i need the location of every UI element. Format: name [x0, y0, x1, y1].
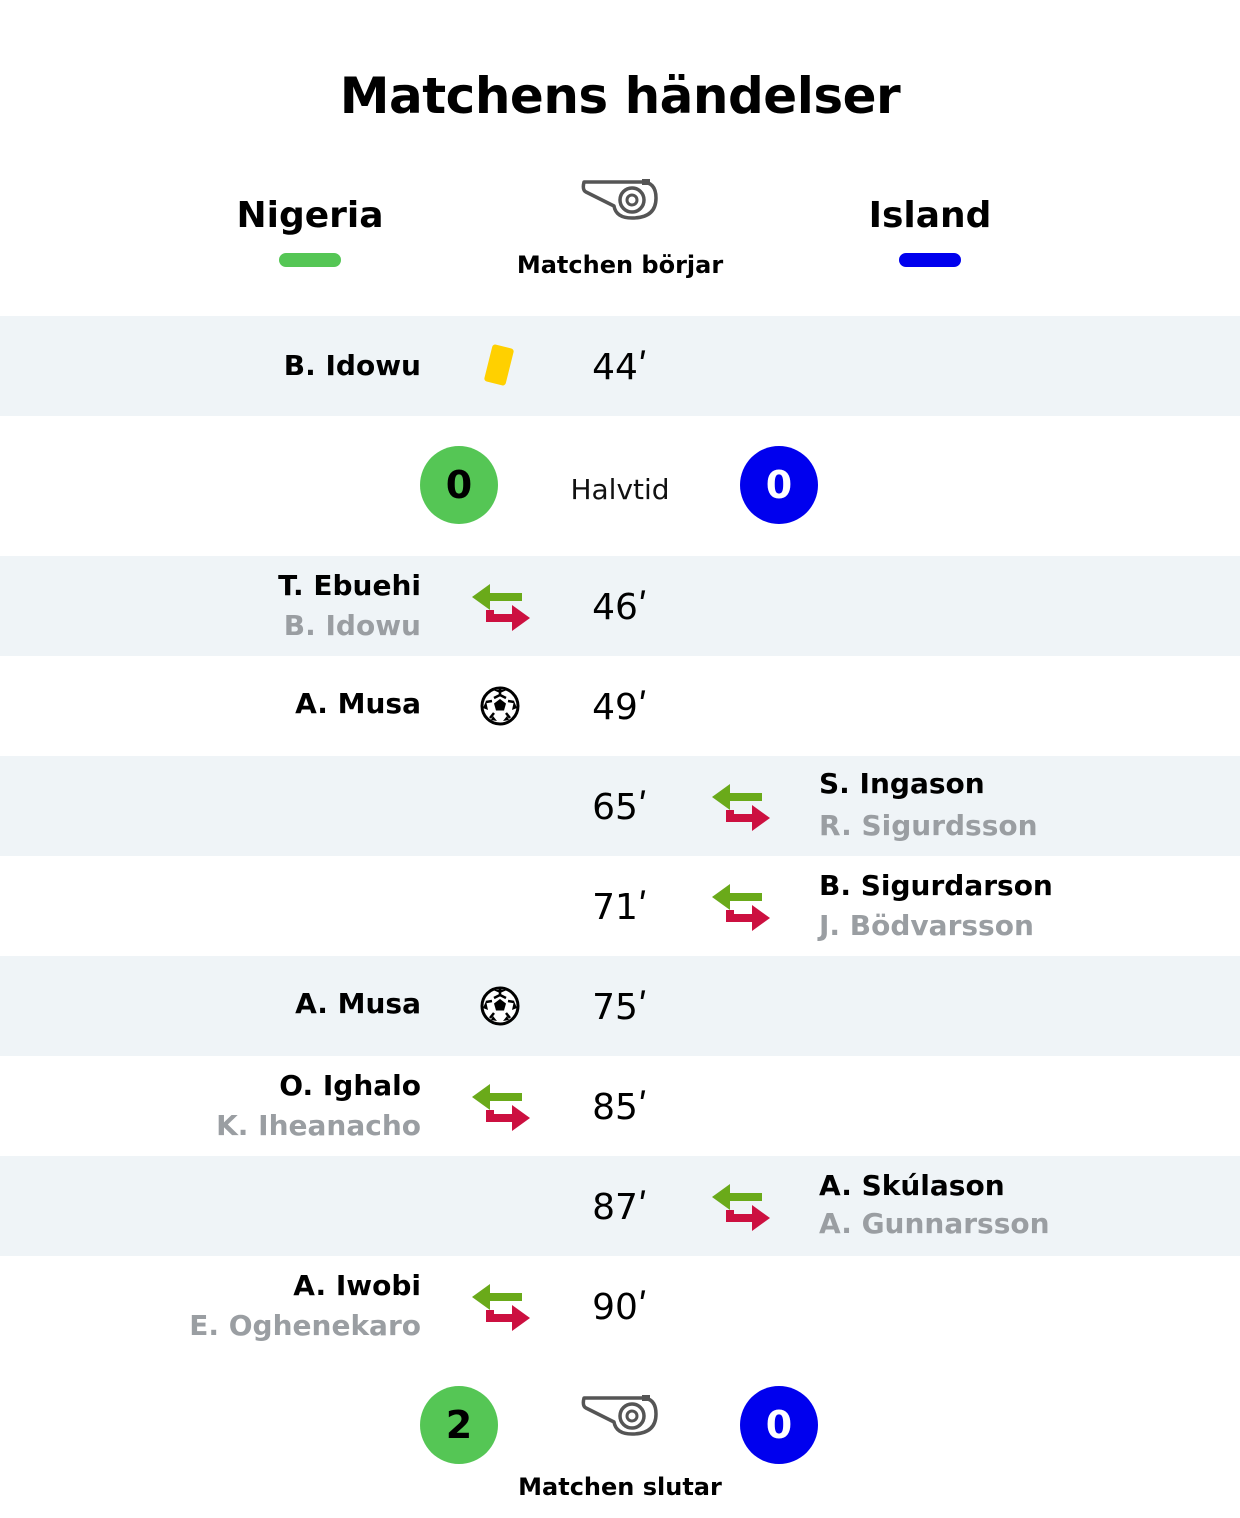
football-icon: [480, 686, 520, 726]
away-halftime-score: 0: [740, 446, 818, 524]
player-in-name: T. Ebuehi: [278, 569, 421, 602]
event-minute: 75ʹ: [592, 987, 648, 1028]
player-out-name: R. Sigurdsson: [819, 809, 1038, 842]
home-team-name: Nigeria: [236, 195, 384, 236]
football-icon: [480, 986, 520, 1026]
event-minute: 46ʹ: [592, 587, 648, 628]
substitution-icon: [470, 1080, 532, 1134]
player-name: A. Musa: [295, 987, 421, 1020]
whistle-icon: [580, 1394, 660, 1438]
player-out-name: K. Iheanacho: [216, 1109, 421, 1142]
event-minute: 65ʹ: [592, 787, 648, 828]
event-row: 65ʹ S. Ingason R. Sigurdsson: [0, 756, 1240, 856]
player-out-name: J. Bödvarsson: [819, 909, 1034, 942]
event-row: 87ʹ A. Skúlason A. Gunnarsson: [0, 1156, 1240, 1256]
event-minute: 49ʹ: [592, 687, 648, 728]
player-out-name: E. Oghenekaro: [189, 1309, 421, 1342]
event-minute: 87ʹ: [592, 1187, 648, 1228]
substitution-icon: [710, 880, 772, 934]
player-out-name: B. Idowu: [283, 609, 421, 642]
player-in-name: S. Ingason: [819, 767, 985, 800]
away-team-name: Island: [868, 195, 992, 236]
event-row: O. Ighalo K. Iheanacho 85ʹ: [0, 1056, 1240, 1156]
player-in-name: A. Iwobi: [293, 1269, 421, 1302]
event-row: B. Idowu 44ʹ: [0, 316, 1240, 416]
yellow-card-icon: [478, 342, 522, 390]
substitution-icon: [710, 1180, 772, 1234]
player-in-name: B. Sigurdarson: [819, 869, 1053, 902]
home-team-color-bar: [279, 253, 341, 267]
substitution-icon: [470, 1280, 532, 1334]
home-halftime-score: 0: [420, 446, 498, 524]
whistle-icon: [580, 178, 660, 222]
event-row: A. Musa 49ʹ: [0, 656, 1240, 756]
substitution-icon: [710, 780, 772, 834]
page-title: Matchens händelser: [339, 67, 901, 125]
player-in-name: O. Ighalo: [279, 1069, 421, 1102]
player-name: A. Musa: [295, 687, 421, 720]
substitution-icon: [470, 580, 532, 634]
event-row: A. Musa 75ʹ: [0, 956, 1240, 1056]
home-final-score: 2: [420, 1386, 498, 1464]
away-team-color-bar: [899, 253, 961, 267]
event-minute: 71ʹ: [592, 887, 648, 928]
event-minute: 44ʹ: [592, 347, 648, 388]
player-out-name: A. Gunnarsson: [819, 1207, 1050, 1240]
player-in-name: A. Skúlason: [819, 1169, 1005, 1202]
event-minute: 90ʹ: [592, 1287, 648, 1328]
match-end-label: Matchen slutar: [518, 1473, 722, 1501]
event-row: 71ʹ B. Sigurdarson J. Bödvarsson: [0, 856, 1240, 956]
player-name: B. Idowu: [283, 349, 421, 382]
match-start-label: Matchen börjar: [516, 251, 724, 279]
away-final-score: 0: [740, 1386, 818, 1464]
event-row: T. Ebuehi B. Idowu 46ʹ: [0, 556, 1240, 656]
halftime-label: Halvtid: [570, 473, 670, 506]
event-minute: 85ʹ: [592, 1087, 648, 1128]
event-row: A. Iwobi E. Oghenekaro 90ʹ: [0, 1256, 1240, 1356]
